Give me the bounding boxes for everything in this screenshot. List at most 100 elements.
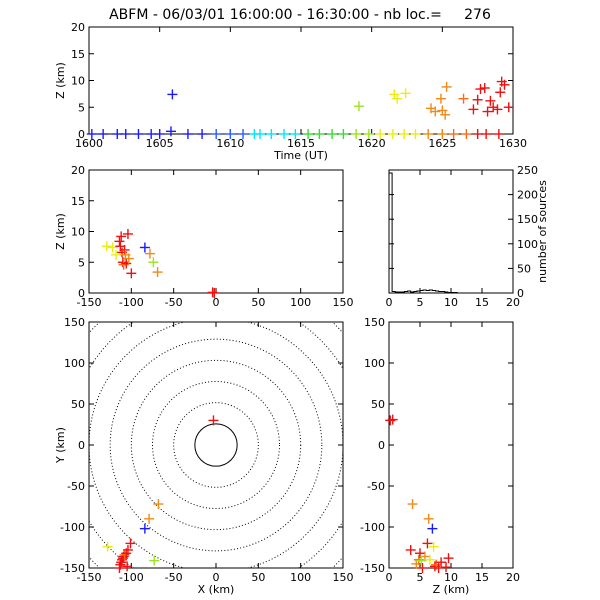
source-point <box>125 538 136 549</box>
range-ring <box>173 402 259 488</box>
x-tick-label: 1625 <box>428 137 456 150</box>
y-tick-label: 150 <box>364 316 385 329</box>
y-tick-label: 0 <box>78 439 85 452</box>
source-point <box>102 541 113 552</box>
source-point <box>238 129 249 139</box>
x-tick-label: 150 <box>333 571 354 584</box>
y-tick-label: 50 <box>517 262 531 275</box>
source-point <box>120 129 131 139</box>
source-point <box>430 106 441 117</box>
x-axis-label: Z (km) <box>433 583 470 596</box>
range-ring <box>109 338 323 552</box>
source-point <box>400 88 411 99</box>
source-point <box>399 129 410 139</box>
y-tick-label: 5 <box>78 256 85 269</box>
source-point <box>433 563 444 573</box>
source-point <box>121 258 132 269</box>
source-point <box>148 257 159 268</box>
source-point <box>266 129 277 139</box>
range-ring <box>130 359 302 531</box>
source-point <box>440 109 451 120</box>
source-point <box>387 414 398 425</box>
y-tick-label: 0 <box>78 287 85 300</box>
y-tick-label: 10 <box>71 226 85 239</box>
panel-time-altitude: 1600 1605 1610 1615 1620 1625 1630 0 5 10 15 20 Time… <box>54 21 527 162</box>
source-point <box>167 89 178 100</box>
source-point <box>407 499 418 510</box>
source-point <box>119 244 130 255</box>
y-tick-label: 20 <box>71 21 85 34</box>
source-point <box>153 499 164 510</box>
x-tick-label: 50 <box>251 571 265 584</box>
source-point <box>139 523 150 534</box>
source-point <box>279 129 290 139</box>
source-point <box>482 106 493 117</box>
x-tick-label: 5 <box>417 296 424 309</box>
source-point <box>144 513 155 524</box>
source-point <box>416 555 427 566</box>
panel-x-altitude: -150 -100 -50 0 50 100 150 0 5 10 15 20 Z (km) <box>54 164 354 309</box>
source-point <box>479 82 490 93</box>
source-point <box>338 129 349 139</box>
x-tick-label: 150 <box>333 296 354 309</box>
source-point <box>118 259 129 270</box>
y-tick-label: -50 <box>367 480 385 493</box>
source-point <box>437 129 448 139</box>
y-tick-label: 250 <box>517 164 538 177</box>
x-tick-label: 0 <box>386 296 393 309</box>
y-tick-label: 150 <box>64 316 85 329</box>
source-point <box>303 129 314 139</box>
source-point <box>152 267 163 278</box>
y-tick-label: 100 <box>364 357 385 370</box>
y-tick-label: -50 <box>67 480 85 493</box>
source-point <box>423 129 434 139</box>
y-tick-label: 100 <box>517 238 538 251</box>
source-point <box>443 553 454 564</box>
source-point <box>503 102 514 113</box>
source-point <box>165 126 176 137</box>
y-tick-label: 100 <box>64 357 85 370</box>
x-axis-label: Time (UT) <box>273 149 328 162</box>
y-axis-label: Z (km) <box>54 62 67 99</box>
y-tick-label: 15 <box>71 48 85 61</box>
x-tick-label: 15 <box>475 296 489 309</box>
source-point <box>492 104 503 115</box>
source-point <box>472 129 483 139</box>
source-point <box>405 544 416 555</box>
panel-plan-view: -150 -100 -50 0 50 100 150 -150 -100 -50 0 50 100 150… <box>54 316 354 596</box>
x-tick-label: 1620 <box>358 137 386 150</box>
x-tick-label: -50 <box>165 296 183 309</box>
figure-title: ABFM - 06/03/01 16:00:00 - 16:30:00 - nb… <box>109 7 491 23</box>
source-point <box>435 93 446 104</box>
range-ring <box>152 381 280 509</box>
source-point <box>154 129 165 139</box>
y-tick-label: 15 <box>71 195 85 208</box>
y-tick-label: 150 <box>517 213 538 226</box>
histogram-bars <box>388 172 513 294</box>
plot-frame <box>388 169 514 294</box>
source-point <box>410 129 421 139</box>
source-point <box>417 563 428 573</box>
x-tick-label: 20 <box>506 296 520 309</box>
source-point <box>116 557 127 568</box>
x-tick-label: 1605 <box>146 137 174 150</box>
x-tick-label: 10 <box>444 571 458 584</box>
source-point <box>461 129 472 139</box>
source-point <box>290 129 301 139</box>
range-ring <box>89 322 343 568</box>
x-tick-label: 0 <box>213 571 220 584</box>
source-point <box>413 554 424 565</box>
y-tick-label: 50 <box>371 398 385 411</box>
x-tick-label: -150 <box>77 571 102 584</box>
y-axis-label: number of sources <box>536 180 549 283</box>
x-tick-label: -150 <box>77 296 102 309</box>
source-point <box>363 129 374 139</box>
source-point <box>98 129 109 139</box>
source-point <box>424 554 435 565</box>
x-tick-label: 5 <box>417 571 424 584</box>
y-tick-label: 0 <box>78 128 85 141</box>
y-axis-label: Z (km) <box>54 213 67 250</box>
source-point <box>488 102 499 113</box>
source-point <box>225 129 236 139</box>
